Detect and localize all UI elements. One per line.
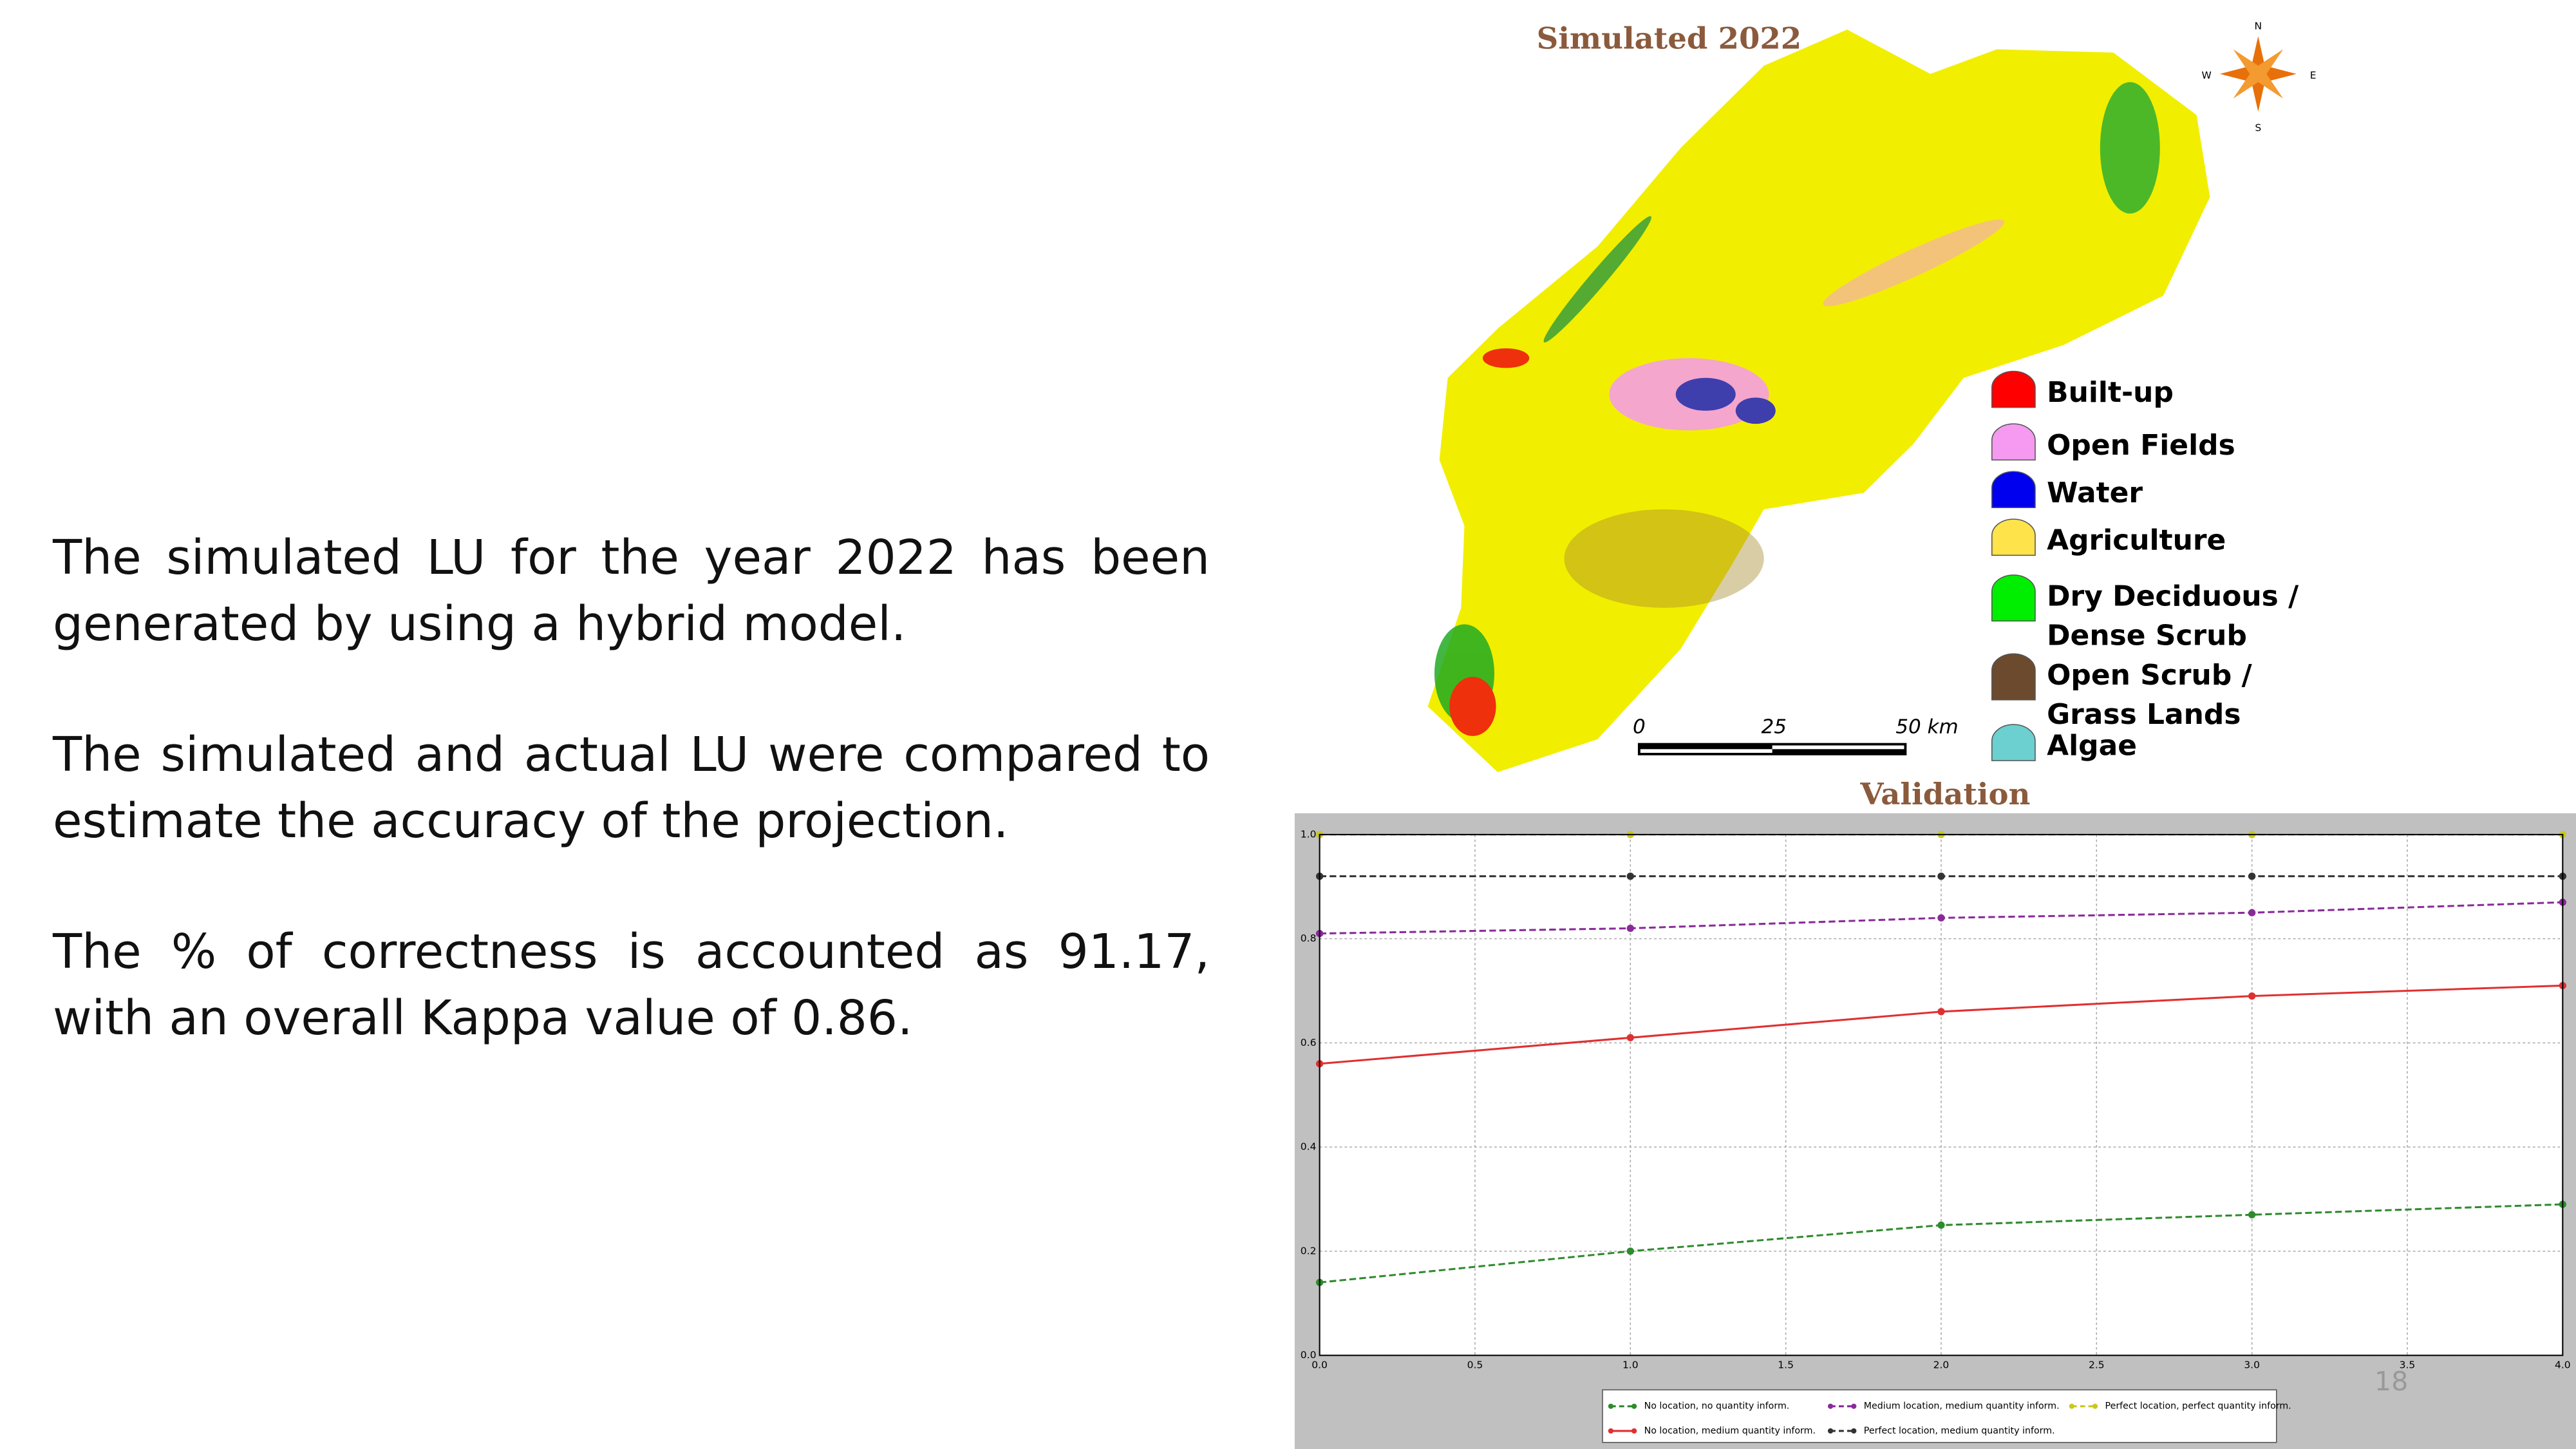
legend-marker — [2092, 1403, 2098, 1409]
legend-label: Dry Deciduous / — [2047, 580, 2299, 613]
legend-box — [1602, 1389, 2277, 1443]
point — [1626, 924, 1634, 933]
chart-title: Validation — [1859, 777, 2030, 811]
y-tick-label: 0.8 — [1301, 933, 1317, 944]
x-tick-label: 0.0 — [1312, 1359, 1328, 1370]
compass-label: E — [2310, 70, 2317, 81]
legend-label: Perfect location, medium quantity inform… — [1864, 1426, 2055, 1436]
legend-marker — [2069, 1403, 2074, 1409]
land-patches — [1434, 82, 2160, 736]
x-tick-label: 2.0 — [1933, 1359, 1950, 1370]
point — [1626, 1247, 1634, 1255]
legend-label: Built-up — [2047, 376, 2174, 409]
paragraph: The % of correctness is accounted as 91.… — [53, 924, 1210, 1046]
point — [2248, 992, 2256, 1000]
legend-marker — [1851, 1403, 1857, 1409]
point — [2248, 872, 2256, 880]
legend-swatch — [1991, 518, 2036, 556]
y-tick-label: 0.2 — [1301, 1245, 1317, 1256]
page-number: 18 — [2374, 1366, 2409, 1397]
x-tick-label: 1.0 — [1622, 1359, 1639, 1370]
legend-label: Perfect location, perfect quantity infor… — [2105, 1401, 2291, 1412]
legend-swatch — [1991, 724, 2036, 761]
y-tick-label: 0.0 — [1301, 1349, 1317, 1361]
map-region — [1427, 29, 2210, 772]
legend-swatch — [1991, 471, 2036, 509]
legend: No location, no quantity inform. No locat… — [1602, 1389, 2291, 1443]
legend-label: Dense Scrub — [2047, 620, 2247, 652]
legend-label: Algae — [2047, 730, 2137, 762]
legend-label: Grass Lands — [2047, 698, 2241, 731]
x-tick-label: 4.0 — [2555, 1359, 2571, 1370]
point — [1937, 872, 1945, 880]
scale-label: 25 — [1761, 715, 1786, 739]
legend-swatch — [1991, 423, 2036, 461]
legend-marker — [1827, 1428, 1834, 1434]
point — [2248, 909, 2256, 916]
legend-label: No location, medium quantity inform. — [1644, 1426, 1816, 1436]
y-tick-label: 0.6 — [1301, 1037, 1317, 1048]
plot-area — [1319, 834, 2563, 1356]
point — [1937, 914, 1945, 922]
legend-label: Medium location, medium quantity inform. — [1864, 1401, 2060, 1412]
legend-marker — [1827, 1403, 1834, 1409]
compass-label: S — [2255, 122, 2261, 134]
paragraph: The simulated LU for the year 2022 has b… — [53, 530, 1210, 652]
legend-label: Open Scrub / — [2047, 659, 2252, 692]
legend-label: No location, no quantity inform. — [1644, 1401, 1790, 1412]
legend-marker — [1608, 1403, 1614, 1409]
legend-swatch — [1991, 370, 2036, 408]
map-legend: Built-up Open Fields Water Agriculture Dry D… — [1991, 370, 2299, 762]
legend-marker — [1631, 1403, 1637, 1409]
legend-marker — [1631, 1428, 1637, 1434]
map: Simulated 2022 N E S W 0 25 50 km Built-… — [1427, 20, 2317, 772]
paragraph: The simulated and actual LU were compare… — [53, 727, 1210, 849]
x-tick-label: 1.5 — [1778, 1359, 1794, 1370]
point — [1626, 1034, 1634, 1041]
legend-label: Water — [2047, 477, 2143, 509]
scale-label: 50 km — [1895, 715, 1958, 739]
scale-bar: 0 25 50 km — [1633, 715, 1959, 755]
body-text: The simulated LU for the year 2022 has b… — [53, 525, 1210, 1116]
plot-frame — [1319, 833, 2564, 1356]
x-tick-label: 3.0 — [2244, 1359, 2260, 1370]
compass-label: W — [2202, 70, 2212, 81]
compass-label: N — [2255, 20, 2262, 32]
x-tick-label: 3.5 — [2400, 1359, 2416, 1370]
point — [1626, 872, 1634, 880]
compass: N E S W — [2202, 20, 2317, 133]
legend-marker — [1608, 1428, 1614, 1434]
scale-label: 0 — [1633, 715, 1646, 739]
legend-swatch — [1991, 653, 2036, 701]
x-tick-label: 0.5 — [1467, 1359, 1483, 1370]
legend-label: Agriculture — [2047, 524, 2226, 557]
x-tick-label: 2.5 — [2089, 1359, 2105, 1370]
point — [2248, 1211, 2256, 1218]
legend-swatch — [1991, 574, 2036, 622]
y-tick-label: 1.0 — [1301, 828, 1317, 840]
point — [1937, 1008, 1945, 1016]
legend-marker — [1851, 1428, 1857, 1434]
point — [1937, 1221, 1945, 1229]
legend-label: Open Fields — [2047, 429, 2235, 462]
y-tick-label: 0.4 — [1301, 1141, 1317, 1153]
map-title: Simulated 2022 — [1537, 21, 1801, 56]
